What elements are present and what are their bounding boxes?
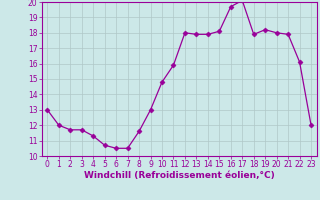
- X-axis label: Windchill (Refroidissement éolien,°C): Windchill (Refroidissement éolien,°C): [84, 171, 275, 180]
